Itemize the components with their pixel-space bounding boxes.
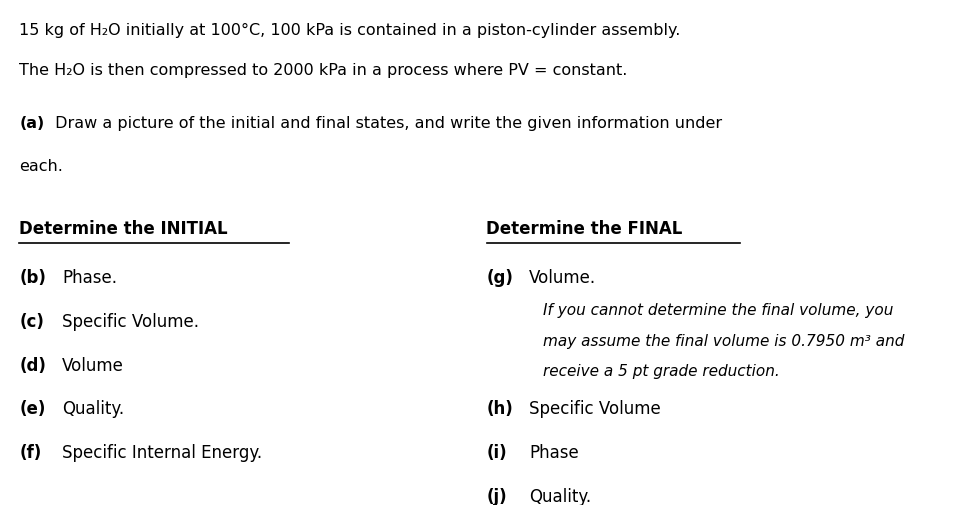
Text: Specific Volume: Specific Volume: [529, 400, 661, 419]
Text: Quality.: Quality.: [529, 488, 592, 505]
Text: (a): (a): [19, 116, 45, 131]
Text: Volume: Volume: [62, 357, 125, 375]
Text: Draw a picture of the initial and final states, and write the given information : Draw a picture of the initial and final …: [50, 116, 722, 131]
Text: Determine the INITIAL: Determine the INITIAL: [19, 220, 228, 238]
Text: The H₂O is then compressed to 2000 kPa in a process where PV = constant.: The H₂O is then compressed to 2000 kPa i…: [19, 63, 628, 78]
Text: (e): (e): [19, 400, 46, 419]
Text: 15 kg of H₂O initially at 100°C, 100 kPa is contained in a piston-cylinder assem: 15 kg of H₂O initially at 100°C, 100 kPa…: [19, 23, 681, 38]
Text: Specific Volume.: Specific Volume.: [62, 313, 199, 331]
Text: (c): (c): [19, 313, 45, 331]
Text: Phase.: Phase.: [62, 269, 118, 287]
Text: Determine the FINAL: Determine the FINAL: [486, 220, 683, 238]
Text: (i): (i): [486, 444, 507, 463]
Text: (b): (b): [19, 269, 47, 287]
Text: may assume the final volume is 0.7950 m³ and: may assume the final volume is 0.7950 m³…: [543, 334, 904, 348]
Text: Quality.: Quality.: [62, 400, 125, 419]
Text: (j): (j): [486, 488, 507, 505]
Text: (h): (h): [486, 400, 513, 419]
Text: If you cannot determine the final volume, you: If you cannot determine the final volume…: [543, 303, 893, 318]
Text: receive a 5 pt grade reduction.: receive a 5 pt grade reduction.: [543, 365, 779, 379]
Text: (g): (g): [486, 269, 514, 287]
Text: Phase: Phase: [529, 444, 579, 463]
Text: each.: each.: [19, 159, 63, 174]
Text: (f): (f): [19, 444, 42, 463]
Text: Specific Internal Energy.: Specific Internal Energy.: [62, 444, 263, 463]
Text: Volume.: Volume.: [529, 269, 596, 287]
Text: (d): (d): [19, 357, 47, 375]
